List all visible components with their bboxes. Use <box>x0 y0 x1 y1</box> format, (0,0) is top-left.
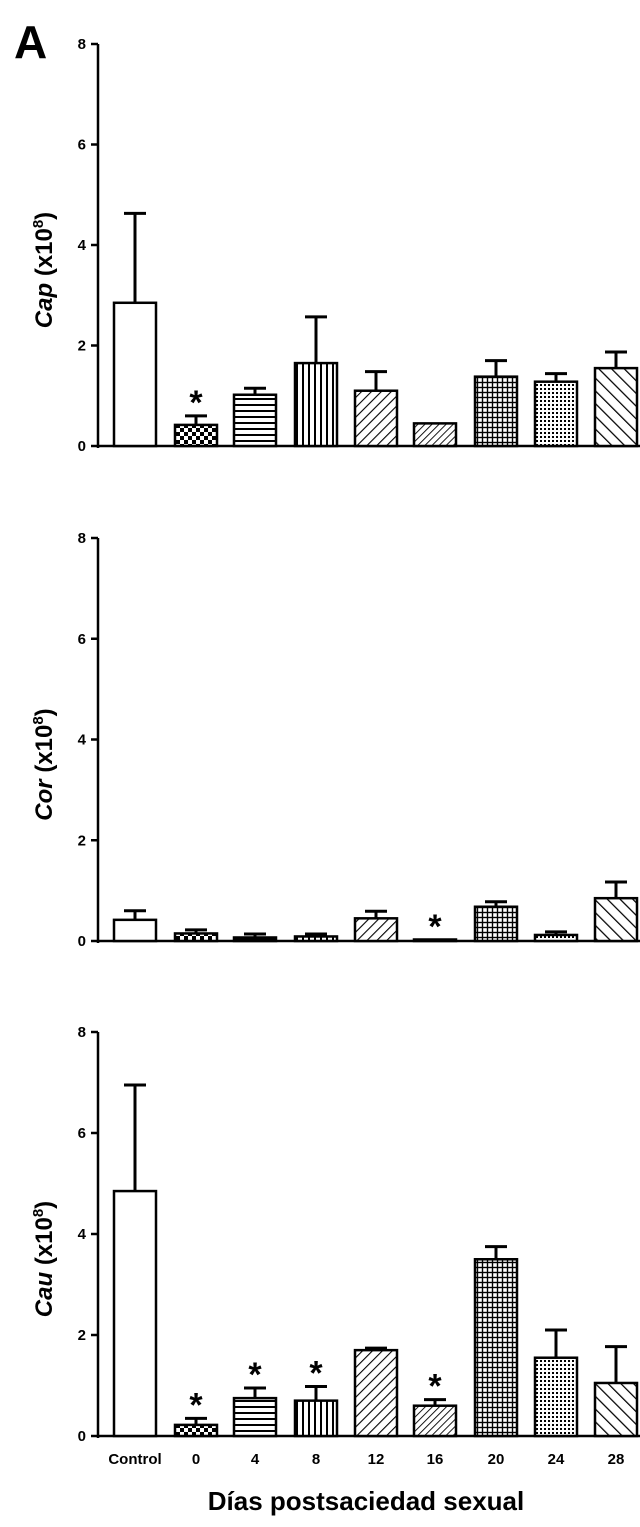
x-tick-label: 24 <box>548 1451 565 1468</box>
chart-panel-1: 0 2 4 6 8 Cap (x108) * <box>30 36 640 455</box>
y-axis-label: Cau (x108) <box>30 1201 58 1317</box>
bar-4 <box>232 393 278 448</box>
y-tick-label: 4 <box>78 237 87 254</box>
bar-Control <box>112 918 158 943</box>
bar-Control <box>112 301 158 448</box>
bar-8 <box>293 1399 339 1438</box>
y-tick-label: 6 <box>78 631 86 648</box>
x-tick-label: 20 <box>488 1451 505 1468</box>
y-tick-label: 2 <box>78 338 86 355</box>
bar-28 <box>593 896 639 943</box>
x-tick-label: 8 <box>312 1451 320 1468</box>
bar-16 <box>412 422 458 448</box>
y-tick-label: 8 <box>78 36 86 53</box>
x-tick-label: 0 <box>192 1451 200 1468</box>
significance-marker: * <box>189 384 203 422</box>
bar-28 <box>593 1381 639 1438</box>
bar-4 <box>232 1396 278 1438</box>
y-tick-label: 4 <box>78 1226 87 1243</box>
panel-label: A <box>14 16 47 68</box>
y-tick-label: 6 <box>78 137 86 154</box>
significance-marker: * <box>248 1356 262 1394</box>
y-tick-label: 2 <box>78 832 86 849</box>
y-tick-label: 4 <box>78 732 87 749</box>
x-tick-label: Control <box>108 1451 161 1468</box>
bar-0 <box>173 1423 219 1438</box>
bar-0 <box>173 423 219 448</box>
significance-marker: * <box>428 908 442 946</box>
bar-28 <box>593 366 639 448</box>
bar-8 <box>293 361 339 448</box>
bar-20 <box>473 375 519 448</box>
significance-marker: * <box>189 1386 203 1424</box>
bar-12 <box>353 917 399 943</box>
x-axis-label: Días postsaciedad sexual <box>208 1486 524 1516</box>
y-tick-label: 6 <box>78 1125 86 1142</box>
bar-20 <box>473 905 519 943</box>
x-tick-label: 28 <box>608 1451 625 1468</box>
significance-marker: * <box>309 1355 323 1393</box>
bar-Control <box>112 1189 158 1438</box>
bar-8 <box>293 935 339 943</box>
x-tick-label: 12 <box>368 1451 385 1468</box>
bar-12 <box>353 389 399 448</box>
bar-4 <box>232 936 278 943</box>
significance-marker: * <box>428 1368 442 1406</box>
bar-12 <box>353 1348 399 1438</box>
y-tick-label: 8 <box>78 1024 86 1041</box>
x-tick-label: 16 <box>427 1451 444 1468</box>
y-tick-label: 0 <box>78 933 86 950</box>
y-tick-label: 0 <box>78 438 86 455</box>
bar-16 <box>412 938 458 943</box>
y-tick-label: 0 <box>78 1428 86 1445</box>
bar-24 <box>533 1356 579 1438</box>
y-tick-label: 8 <box>78 530 86 547</box>
bar-16 <box>412 1404 458 1438</box>
bar-24 <box>533 933 579 943</box>
y-axis-label: Cor (x108) <box>30 708 58 820</box>
bar-20 <box>473 1258 519 1438</box>
y-tick-label: 2 <box>78 1327 86 1344</box>
x-tick-label: 4 <box>251 1451 260 1468</box>
bar-24 <box>533 380 579 448</box>
bar-0 <box>173 932 219 943</box>
chart-panel-2: 0 2 4 6 8 Cor (x108) * <box>30 530 640 950</box>
y-axis-label: Cap (x108) <box>30 212 58 328</box>
